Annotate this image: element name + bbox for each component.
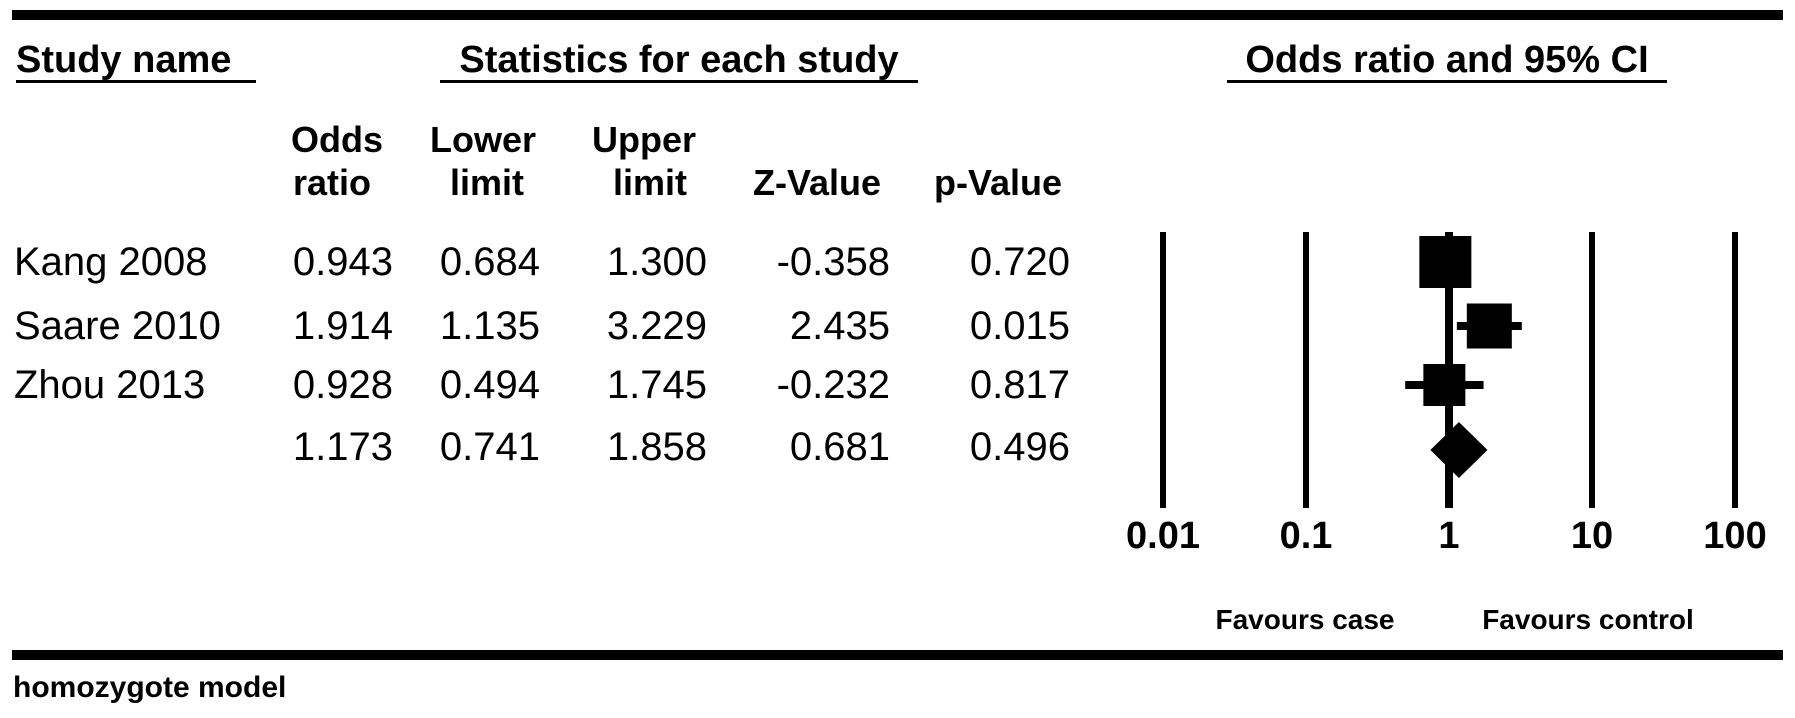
lower-limit-value: 1.135 <box>439 304 540 348</box>
study-square <box>1419 236 1472 288</box>
z-value: 2.435 <box>789 304 890 348</box>
study-label: Kang 2008 <box>14 240 208 284</box>
upper-limit-value: 3.229 <box>606 304 707 348</box>
top-rule <box>12 10 1783 20</box>
odds-ratio-value: 1.914 <box>292 304 393 348</box>
col-header-p-value: p-Value <box>933 162 1063 203</box>
forest-plot-canvas: 0.01 0.1 1 10 100 Favours case Favours control <box>1126 232 1767 635</box>
col-header-odds: Odds <box>290 119 384 160</box>
summary-diamond <box>1430 422 1488 478</box>
summary-z-value: 0.681 <box>789 425 890 469</box>
axis-tick-label: 10 <box>1571 515 1613 557</box>
summary-odds-ratio-value: 1.173 <box>292 425 393 469</box>
upper-limit-value: 1.300 <box>606 240 707 284</box>
lower-limit-value: 0.684 <box>439 240 540 284</box>
axis-tick-label: 0.1 <box>1280 515 1333 557</box>
study-name-heading: Study name <box>16 40 256 83</box>
study-square <box>1423 364 1466 406</box>
odds-ratio-value: 0.928 <box>292 363 393 407</box>
summary-p-value: 0.496 <box>969 425 1070 469</box>
statistics-heading: Statistics for each study <box>440 40 918 83</box>
z-value: -0.232 <box>776 363 890 407</box>
study-label: Zhou 2013 <box>14 363 206 407</box>
axis-tick-label: 0.01 <box>1126 515 1200 557</box>
study-label: Saare 2010 <box>14 304 221 348</box>
col-header-z-value: Z-Value <box>752 162 882 203</box>
z-value: -0.358 <box>776 240 890 284</box>
col-header-ratio: ratio <box>292 162 372 203</box>
lower-limit-value: 0.494 <box>439 363 540 407</box>
p-value: 0.720 <box>969 240 1070 284</box>
study-square <box>1466 303 1512 349</box>
col-header-lower: Lower <box>429 119 537 160</box>
bottom-rule <box>12 650 1783 660</box>
p-value: 0.015 <box>969 304 1070 348</box>
col-header-lower-limit: limit <box>449 162 525 203</box>
favours-control-label: Favours control <box>1482 604 1694 635</box>
upper-limit-value: 1.745 <box>606 363 707 407</box>
col-header-upper-limit: limit <box>612 162 688 203</box>
model-caption: homozygote model <box>13 671 287 704</box>
summary-upper-limit-value: 1.858 <box>606 425 707 469</box>
axis-tick-label: 100 <box>1703 515 1766 557</box>
favours-case-label: Favours case <box>1216 604 1395 635</box>
plot-title-heading: Odds ratio and 95% CI <box>1227 40 1667 83</box>
axis-tick-label: 1 <box>1438 515 1459 557</box>
summary-lower-limit-value: 0.741 <box>439 425 540 469</box>
p-value: 0.817 <box>969 363 1070 407</box>
odds-ratio-value: 0.943 <box>292 240 393 284</box>
col-header-upper: Upper <box>591 119 697 160</box>
